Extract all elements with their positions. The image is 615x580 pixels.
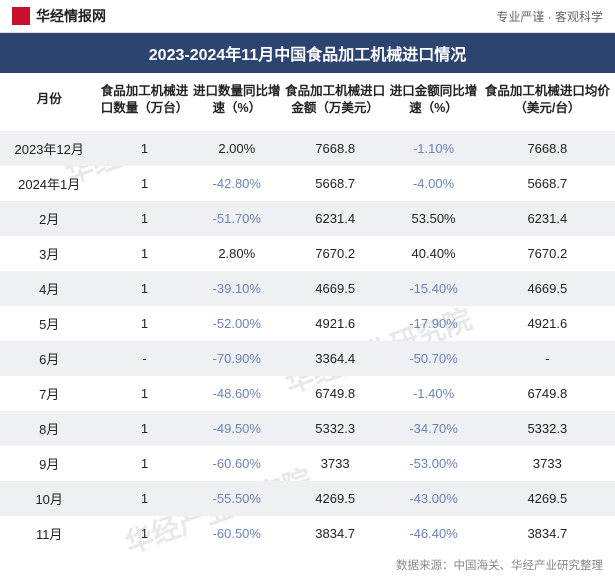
column-header: 食品加工机械进口均价（美元/台） (480, 73, 615, 131)
table-cell: -50.70% (387, 341, 479, 376)
table-cell: 3733 (480, 446, 615, 481)
table-cell: -42.80% (191, 166, 283, 201)
table-cell: 3364.4 (283, 341, 388, 376)
table-cell: 4669.5 (480, 271, 615, 306)
table-cell: -15.40% (387, 271, 479, 306)
table-cell: 53.50% (387, 201, 479, 236)
table-cell: 11月 (0, 516, 98, 551)
table-cell: -1.10% (387, 131, 479, 166)
table-cell: 3834.7 (283, 516, 388, 551)
table-cell: 2月 (0, 201, 98, 236)
table-cell: 5332.3 (283, 411, 388, 446)
table-cell: 6749.8 (480, 376, 615, 411)
table-row: 2月1-51.70%6231.453.50%6231.4 (0, 201, 615, 236)
table-cell: -4.00% (387, 166, 479, 201)
table-cell: 1 (98, 516, 190, 551)
table-cell: 7668.8 (283, 131, 388, 166)
column-header: 食品加工机械进口金额（万美元） (283, 73, 388, 131)
table-row: 9月1-60.60%3733-53.00%3733 (0, 446, 615, 481)
table-cell: 1 (98, 201, 190, 236)
table-row: 5月1-52.00%4921.6-17.90%4921.6 (0, 306, 615, 341)
table-cell: 1 (98, 481, 190, 516)
table-cell: -34.70% (387, 411, 479, 446)
table-cell: 5668.7 (283, 166, 388, 201)
table-cell: 2.80% (191, 236, 283, 271)
table-cell: 3733 (283, 446, 388, 481)
table-cell: 3月 (0, 236, 98, 271)
table-cell: 2.00% (191, 131, 283, 166)
table-row: 2023年12月12.00%7668.8-1.10%7668.8 (0, 131, 615, 166)
logo-text: 华经情报网 (36, 6, 106, 26)
table-cell: 1 (98, 446, 190, 481)
table-cell: 8月 (0, 411, 98, 446)
table-cell: 6月 (0, 341, 98, 376)
column-header: 进口金额同比增速（%） (387, 73, 479, 131)
table-header-row: 月份食品加工机械进口数量（万台）进口数量同比增速（%）食品加工机械进口金额（万美… (0, 73, 615, 131)
table-cell: 9月 (0, 446, 98, 481)
table-cell: 4月 (0, 271, 98, 306)
table-cell: -53.00% (387, 446, 479, 481)
table-row: 2024年1月1-42.80%5668.7-4.00%5668.7 (0, 166, 615, 201)
table-cell: 1 (98, 411, 190, 446)
column-header: 食品加工机械进口数量（万台） (98, 73, 190, 131)
table-cell: -60.50% (191, 516, 283, 551)
table-cell: 10月 (0, 481, 98, 516)
table-cell: -51.70% (191, 201, 283, 236)
table-cell: 7670.2 (283, 236, 388, 271)
tagline: 专业严谨 · 客观科学 (496, 8, 603, 25)
site-header: 华经情报网 专业严谨 · 客观科学 (0, 0, 615, 33)
table-cell: -17.90% (387, 306, 479, 341)
table-cell: 1 (98, 166, 190, 201)
table-cell: 40.40% (387, 236, 479, 271)
table-cell: 4921.6 (480, 306, 615, 341)
table-row: 4月1-39.10%4669.5-15.40%4669.5 (0, 271, 615, 306)
table-cell: - (98, 341, 190, 376)
logo: 华经情报网 (12, 6, 106, 26)
column-header: 月份 (0, 73, 98, 131)
table-cell: -49.50% (191, 411, 283, 446)
table-cell: -46.40% (387, 516, 479, 551)
table-cell: 6231.4 (283, 201, 388, 236)
table-cell: 7月 (0, 376, 98, 411)
table-cell: 2024年1月 (0, 166, 98, 201)
table-cell: -43.00% (387, 481, 479, 516)
table-cell: 7670.2 (480, 236, 615, 271)
table-row: 7月1-48.60%6749.8-1.40%6749.8 (0, 376, 615, 411)
data-table: 月份食品加工机械进口数量（万台）进口数量同比增速（%）食品加工机械进口金额（万美… (0, 73, 615, 551)
table-cell: 6749.8 (283, 376, 388, 411)
table-cell: 1 (98, 271, 190, 306)
table-cell: 1 (98, 306, 190, 341)
table-cell: 4669.5 (283, 271, 388, 306)
table-cell: 7668.8 (480, 131, 615, 166)
table-cell: 5月 (0, 306, 98, 341)
table-cell: 1 (98, 131, 190, 166)
table-cell: -1.40% (387, 376, 479, 411)
table-cell: 5332.3 (480, 411, 615, 446)
table-cell: -52.00% (191, 306, 283, 341)
table-cell: 6231.4 (480, 201, 615, 236)
table-cell: - (480, 341, 615, 376)
table-cell: 5668.7 (480, 166, 615, 201)
table-cell: 2023年12月 (0, 131, 98, 166)
table-row: 6月--70.90%3364.4-50.70%- (0, 341, 615, 376)
table-cell: -48.60% (191, 376, 283, 411)
table-cell: 4921.6 (283, 306, 388, 341)
table-row: 10月1-55.50%4269.5-43.00%4269.5 (0, 481, 615, 516)
table-cell: 1 (98, 376, 190, 411)
data-source: 数据来源：中国海关、华经产业研究整理 (0, 551, 615, 577)
column-header: 进口数量同比增速（%） (191, 73, 283, 131)
table-cell: -60.60% (191, 446, 283, 481)
table-row: 8月1-49.50%5332.3-34.70%5332.3 (0, 411, 615, 446)
table-cell: 1 (98, 236, 190, 271)
page-title: 2023-2024年11月中国食品加工机械进口情况 (0, 33, 615, 73)
table-cell: -70.90% (191, 341, 283, 376)
table-row: 11月1-60.50%3834.7-46.40%3834.7 (0, 516, 615, 551)
table-cell: 3834.7 (480, 516, 615, 551)
table-cell: 4269.5 (480, 481, 615, 516)
logo-icon (12, 7, 30, 25)
table-row: 3月12.80%7670.240.40%7670.2 (0, 236, 615, 271)
table-cell: -55.50% (191, 481, 283, 516)
table-cell: 4269.5 (283, 481, 388, 516)
table-cell: -39.10% (191, 271, 283, 306)
